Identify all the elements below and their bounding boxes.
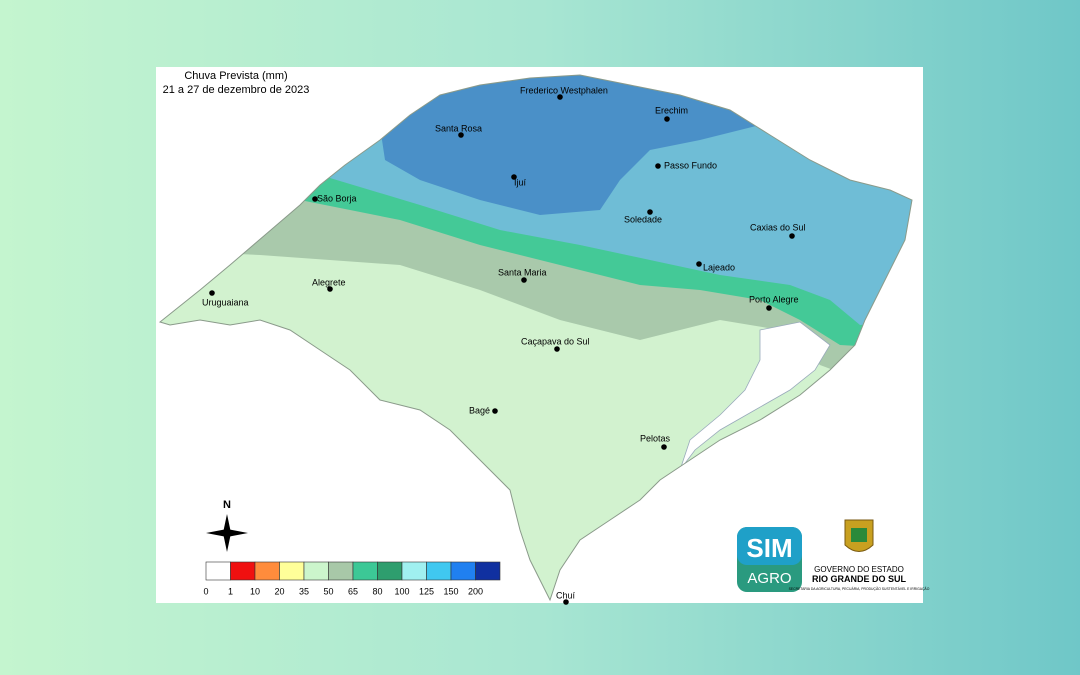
- city-label: Porto Alegre: [749, 294, 799, 304]
- legend-swatch: [450, 561, 476, 581]
- legend-swatch: [377, 561, 403, 581]
- city-label: Chuí: [556, 590, 576, 600]
- city-dot: [661, 444, 667, 450]
- coat-inner: [851, 528, 867, 542]
- city-dot: [696, 261, 702, 267]
- gov-line1: GOVERNO DO ESTADO: [814, 565, 904, 574]
- legend-label: 1: [228, 586, 233, 596]
- cities: Frederico Westphalen Erechim Santa Rosa Pas…: [202, 85, 806, 605]
- legend-swatch: [254, 561, 280, 581]
- city-dot: [458, 132, 464, 138]
- city-label: Santa Maria: [498, 267, 547, 277]
- city-label: Caxias do Sul: [750, 222, 806, 232]
- legend-label: 20: [274, 586, 284, 596]
- logo-sim: SIM: [746, 533, 792, 563]
- legend-label: 150: [443, 586, 458, 596]
- logo-top: [737, 527, 802, 565]
- legend-label: 10: [250, 586, 260, 596]
- city-dot: [647, 209, 653, 215]
- legend-swatch: [352, 561, 378, 581]
- legend-label: 65: [348, 586, 358, 596]
- city-label: Frederico Westphalen: [520, 85, 608, 95]
- city-label: Caçapava do Sul: [521, 336, 590, 346]
- legend-swatch: [426, 561, 452, 581]
- city-label: Alegrete: [312, 277, 346, 287]
- zone-dark-blue: [370, 75, 790, 215]
- map-title: Chuva Prevista (mm): [184, 70, 287, 82]
- city-dot: [312, 196, 318, 202]
- legend-label: 50: [323, 586, 333, 596]
- legend-label: 200: [468, 586, 483, 596]
- city-dot: [327, 286, 333, 292]
- legend-swatch: [230, 561, 256, 581]
- city-label: Bagé: [469, 405, 490, 415]
- city-label: Erechim: [655, 105, 688, 115]
- city-label: São Borja: [317, 193, 357, 203]
- compass-label: N: [223, 499, 231, 511]
- map-subtitle: 21 a 27 de dezembro de 2023: [163, 84, 310, 96]
- legend-label: 100: [394, 586, 409, 596]
- city-dot: [563, 599, 569, 605]
- city-label: Uruguaiana: [202, 297, 249, 307]
- city-dot: [209, 290, 215, 296]
- city-label: Passo Fundo: [664, 160, 717, 170]
- city-label: Santa Rosa: [435, 123, 482, 133]
- city-dot: [492, 408, 498, 414]
- compass-ew: [206, 529, 248, 537]
- city-label: Lajeado: [703, 262, 735, 272]
- legend-label: 0: [203, 586, 208, 596]
- city-dot: [557, 94, 563, 100]
- legend-label: 35: [299, 586, 309, 596]
- legend-swatch: [328, 561, 354, 581]
- city-dot: [511, 174, 517, 180]
- city-dot: [664, 116, 670, 122]
- city-label: Soledade: [624, 214, 662, 224]
- logo-agro: AGRO: [747, 570, 791, 587]
- sim-agro-logo: SIM AGRO: [737, 527, 802, 592]
- city-dot: [521, 277, 527, 283]
- legend-swatch: [205, 561, 231, 581]
- legend: 0 1 10 20 35 50 65 80 100 125 150 200: [203, 561, 501, 596]
- legend-swatch: [401, 561, 427, 581]
- legend-swatch: [303, 561, 329, 581]
- lagoon: [679, 321, 831, 471]
- legend-label: 80: [372, 586, 382, 596]
- city-dot: [789, 233, 795, 239]
- city-dot: [655, 163, 661, 169]
- city-label: Ijuí: [514, 177, 527, 187]
- city-dot: [766, 305, 772, 311]
- government-logo: GOVERNO DO ESTADO RIO GRANDE DO SUL SECR…: [789, 519, 930, 591]
- compass: N: [206, 499, 248, 552]
- legend-swatch: [279, 561, 305, 581]
- city-label: Pelotas: [640, 433, 671, 443]
- legend-label: 125: [419, 586, 434, 596]
- gov-line3: SECRETARIA DA AGRICULTURA, PECUÁRIA, PRO…: [789, 586, 930, 591]
- gov-line2: RIO GRANDE DO SUL: [812, 574, 907, 584]
- city-dot: [554, 346, 560, 352]
- legend-swatch: [475, 561, 501, 581]
